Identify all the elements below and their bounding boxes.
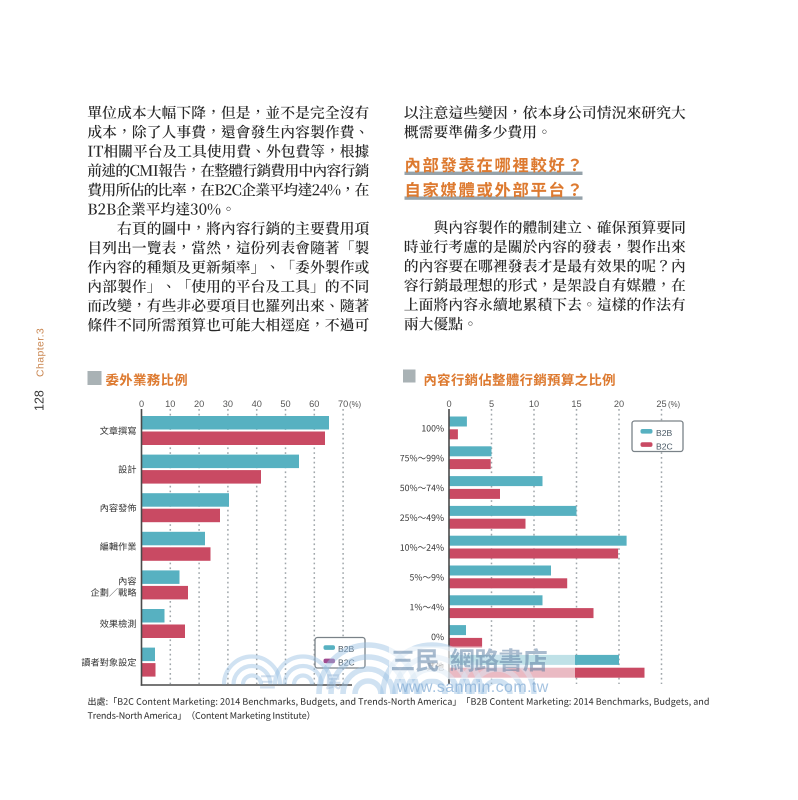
svg-text:Chapter.3: Chapter.3 bbox=[35, 328, 47, 377]
svg-text:15: 15 bbox=[571, 399, 581, 409]
svg-text:0: 0 bbox=[139, 399, 144, 409]
svg-text:40: 40 bbox=[252, 399, 262, 409]
svg-text:60: 60 bbox=[309, 399, 319, 409]
svg-text:20: 20 bbox=[194, 399, 204, 409]
svg-text:B2B: B2B bbox=[338, 644, 355, 654]
svg-text:20: 20 bbox=[614, 399, 624, 409]
svg-text:B2B: B2B bbox=[656, 428, 673, 438]
svg-text:5: 5 bbox=[489, 399, 494, 409]
svg-text:B2C: B2C bbox=[656, 441, 673, 451]
svg-text:10: 10 bbox=[529, 399, 539, 409]
svg-text:50: 50 bbox=[280, 399, 290, 409]
svg-text:70: 70 bbox=[338, 399, 348, 409]
svg-text:30: 30 bbox=[223, 399, 233, 409]
svg-text:B2C: B2C bbox=[338, 657, 355, 667]
svg-text:10: 10 bbox=[165, 399, 175, 409]
svg-text:(%): (%) bbox=[668, 400, 681, 409]
svg-text:(%): (%) bbox=[349, 400, 362, 409]
svg-text:0: 0 bbox=[446, 399, 451, 409]
svg-text:www.sanmin.com.tw: www.sanmin.com.tw bbox=[396, 679, 549, 696]
svg-text:25: 25 bbox=[656, 399, 666, 409]
svg-text:128: 128 bbox=[33, 390, 47, 411]
